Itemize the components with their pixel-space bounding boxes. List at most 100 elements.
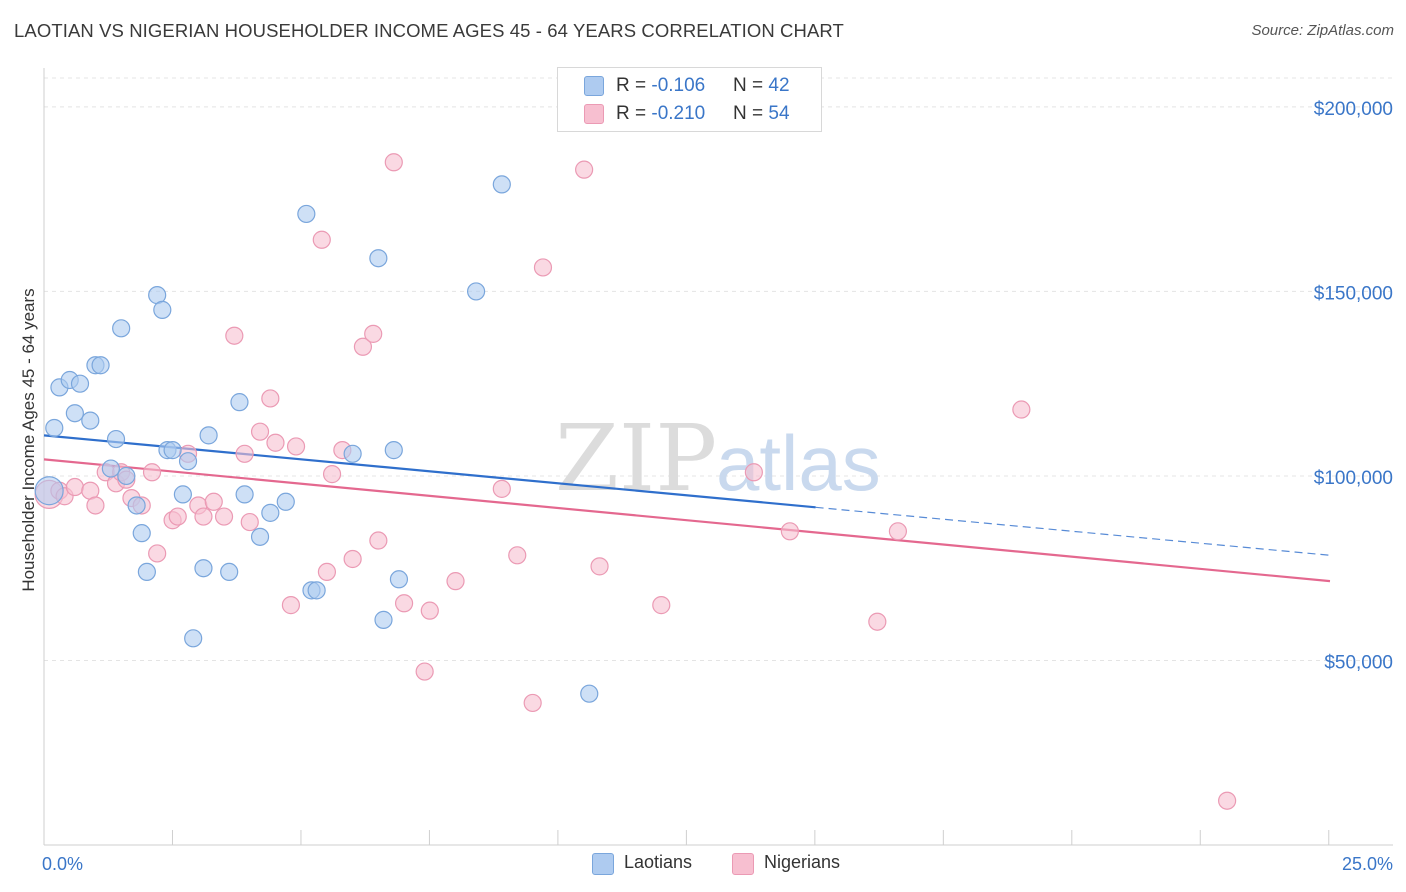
- point-laotians: [250, 527, 270, 546]
- point-laotians: [117, 466, 136, 486]
- x-tick-labels: 0.0% 25.0%: [42, 854, 1393, 874]
- point-nigerians: [204, 492, 223, 511]
- legend-swatch-nigerians: [584, 104, 604, 124]
- point-laotians: [173, 485, 192, 504]
- point-laotians: [343, 444, 362, 463]
- watermark-atlas: atlas: [716, 419, 881, 507]
- point-laotians: [178, 452, 198, 471]
- axes: [43, 68, 1393, 846]
- point-nigerians: [369, 531, 388, 550]
- point-laotians: [194, 559, 213, 578]
- trend-line-laotians-extension: [815, 506, 1331, 556]
- n-label: N =: [733, 103, 769, 124]
- point-laotians: [65, 404, 84, 423]
- chart-title: LAOTIAN VS NIGERIAN HOUSEHOLDER INCOME A…: [14, 20, 844, 41]
- point-nigerians: [384, 153, 403, 172]
- point-nigerians: [343, 549, 362, 569]
- point-nigerians: [868, 612, 887, 631]
- point-nigerians: [142, 463, 162, 482]
- point-laotians: [112, 319, 131, 338]
- point-nigerians: [214, 507, 234, 526]
- point-laotians: [230, 393, 249, 412]
- stats-n: N = 42: [733, 75, 790, 97]
- point-nigerians: [533, 258, 553, 277]
- point-laotians: [199, 426, 218, 445]
- y-tick-label: $200,000: [1314, 99, 1393, 120]
- point-nigerians: [394, 594, 414, 613]
- point-nigerians: [492, 479, 511, 498]
- watermark-zip: ZIP: [555, 405, 717, 512]
- point-laotians: [81, 411, 100, 430]
- legend-swatch-nigerians: [732, 853, 754, 875]
- point-laotians: [492, 175, 511, 194]
- point-nigerians: [86, 496, 105, 515]
- point-laotians: [580, 684, 599, 703]
- y-tick-label: $150,000: [1314, 283, 1393, 304]
- point-nigerians: [364, 324, 383, 343]
- point-laotians: [389, 570, 409, 589]
- legend-swatch-laotians: [584, 76, 604, 96]
- point-nigerians: [194, 507, 213, 526]
- n-value: 42: [768, 75, 790, 96]
- point-nigerians: [420, 601, 439, 620]
- legend-swatch-laotians: [592, 853, 614, 875]
- point-laotians: [307, 581, 326, 600]
- point-nigerians: [65, 477, 84, 497]
- point-laotians: [163, 441, 182, 460]
- point-nigerians: [148, 544, 167, 563]
- point-laotians: [34, 476, 64, 506]
- stats-row-nigerians: R = -0.210 N = 54: [558, 101, 821, 127]
- y-tick-labels: $50,000 $100,000 $150,000 $200,000: [1314, 99, 1393, 674]
- point-nigerians: [250, 422, 270, 441]
- watermark: ZIP atlas: [555, 405, 881, 512]
- x-tick-label: 25.0%: [1342, 854, 1393, 874]
- trend-line-nigerians: [43, 458, 1331, 583]
- point-laotians: [101, 459, 120, 478]
- point-laotians: [374, 610, 393, 629]
- r-value: -0.106: [651, 75, 706, 96]
- point-nigerians: [652, 596, 671, 615]
- data-points: [34, 153, 1237, 810]
- point-nigerians: [780, 522, 799, 541]
- point-nigerians: [235, 444, 254, 463]
- legend-label-nigerians: Nigerians: [764, 852, 841, 872]
- point-nigerians: [744, 463, 763, 482]
- point-laotians: [91, 356, 110, 375]
- point-laotians: [137, 562, 156, 582]
- point-laotians: [153, 300, 172, 319]
- point-nigerians: [286, 437, 306, 456]
- legend-label-laotians: Laotians: [624, 852, 693, 872]
- point-laotians: [297, 204, 316, 224]
- point-nigerians: [888, 522, 908, 541]
- r-label: R =: [616, 75, 652, 96]
- point-nigerians: [1218, 791, 1237, 810]
- point-nigerians: [261, 389, 280, 408]
- point-laotians: [261, 503, 280, 522]
- stats-r: R = -0.106: [616, 75, 705, 97]
- point-laotians: [466, 282, 486, 301]
- y-tick-label: $50,000: [1324, 652, 1393, 673]
- stats-legend: R = -0.106 N = 42 R = -0.210 N = 54: [557, 67, 822, 132]
- stats-n: N = 54: [733, 103, 790, 125]
- source-credit: Source: ZipAtlas.com: [1251, 22, 1394, 39]
- gridlines: [44, 77, 1395, 661]
- point-nigerians: [317, 562, 337, 582]
- point-nigerians: [446, 572, 465, 591]
- point-nigerians: [1012, 400, 1031, 419]
- n-label: N =: [733, 75, 769, 96]
- point-laotians: [70, 374, 90, 393]
- n-value: 54: [768, 103, 790, 124]
- stats-r: R = -0.210: [616, 103, 705, 125]
- point-nigerians: [575, 160, 594, 179]
- point-nigerians: [353, 337, 373, 356]
- point-laotians: [184, 629, 203, 648]
- point-laotians: [45, 418, 64, 438]
- point-laotians: [369, 249, 388, 268]
- point-nigerians: [266, 433, 285, 452]
- x-tick-label: 0.0%: [42, 854, 83, 874]
- r-label: R =: [616, 103, 652, 124]
- point-laotians: [276, 492, 295, 511]
- stats-row-laotians: R = -0.106 N = 42: [558, 73, 821, 99]
- point-nigerians: [312, 230, 331, 249]
- point-laotians: [384, 441, 403, 460]
